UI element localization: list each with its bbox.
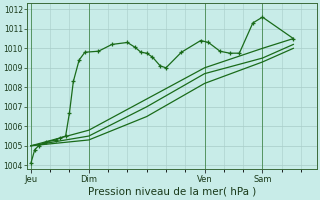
X-axis label: Pression niveau de la mer( hPa ): Pression niveau de la mer( hPa ) bbox=[88, 187, 256, 197]
